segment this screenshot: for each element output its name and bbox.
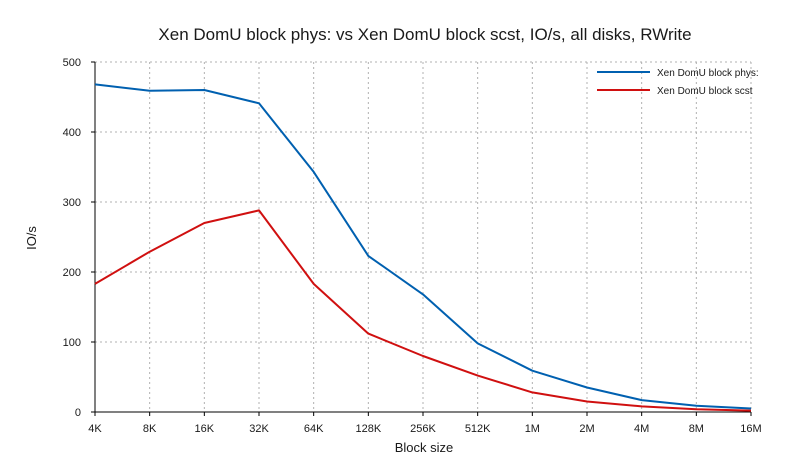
y-tick-label: 400 [63,127,81,139]
legend: Xen DomU block phys: Xen DomU block scst [597,68,759,97]
x-tick-label: 8M [689,423,704,435]
x-tick-label: 1M [525,423,540,435]
y-tick-label: 100 [63,337,81,349]
x-tick-label: 256K [410,423,436,435]
x-tick-label: 512K [465,423,491,435]
legend-label-1: Xen DomU block phys: [657,68,759,79]
x-tick-label: 4M [634,423,649,435]
x-tick-label: 64K [304,423,324,435]
grid [95,61,752,412]
y-axis-label: IO/s [24,226,39,250]
y-tick-label: 0 [75,407,81,419]
legend-label-2: Xen DomU block scst [657,86,753,97]
x-axis-ticks: 4K 8K 16K 32K 64K 128K 256K 512K 1M 2M 4M 8M 16M [88,412,762,435]
y-tick-label: 500 [63,57,81,69]
y-axis-ticks: 0 100 200 300 400 500 [63,57,95,419]
chart-title: Xen DomU block phys: vs Xen DomU block s… [158,25,691,44]
y-tick-label: 300 [63,197,81,209]
x-axis-label: Block size [395,440,454,455]
x-tick-label: 8K [143,423,157,435]
x-tick-label: 4K [88,423,102,435]
x-tick-label: 16M [740,423,761,435]
x-tick-label: 32K [249,423,269,435]
x-tick-label: 128K [355,423,381,435]
series-line-2 [94,209,752,412]
x-tick-label: 2M [579,423,594,435]
x-tick-label: 16K [195,423,215,435]
series-lines [94,83,752,412]
y-tick-label: 200 [63,267,81,279]
series-line-1 [94,83,752,410]
